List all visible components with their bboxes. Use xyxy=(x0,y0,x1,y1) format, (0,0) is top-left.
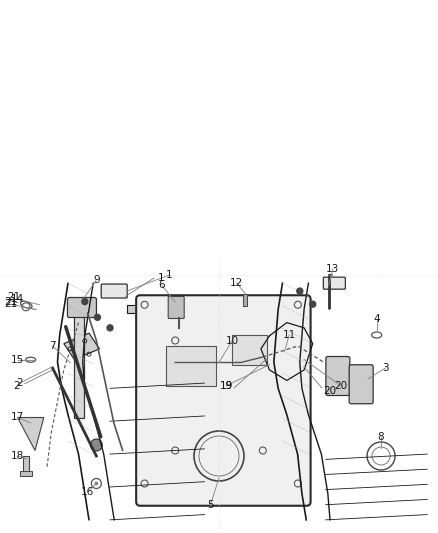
Circle shape xyxy=(95,314,100,320)
Circle shape xyxy=(310,301,316,307)
Text: 21: 21 xyxy=(7,292,21,302)
Text: 19: 19 xyxy=(220,381,233,391)
Text: 15: 15 xyxy=(11,355,24,365)
Text: 3: 3 xyxy=(382,363,389,373)
Text: 4: 4 xyxy=(373,313,380,324)
Text: 16: 16 xyxy=(81,487,94,497)
Text: 9: 9 xyxy=(93,275,100,285)
Text: 5: 5 xyxy=(207,500,214,511)
Circle shape xyxy=(297,288,303,294)
Text: 21: 21 xyxy=(5,296,18,306)
Text: 12: 12 xyxy=(230,278,243,288)
Text: 20: 20 xyxy=(323,386,336,396)
Bar xyxy=(232,335,267,365)
Text: 7: 7 xyxy=(49,341,56,351)
Text: 19: 19 xyxy=(220,381,233,391)
Text: 18: 18 xyxy=(11,451,24,461)
Circle shape xyxy=(90,439,102,451)
FancyBboxPatch shape xyxy=(101,284,127,298)
Bar xyxy=(74,313,84,418)
Circle shape xyxy=(82,298,88,304)
Text: 13: 13 xyxy=(326,264,339,274)
Polygon shape xyxy=(18,417,44,450)
Circle shape xyxy=(94,481,99,486)
Text: 17: 17 xyxy=(11,413,24,423)
Text: 8: 8 xyxy=(378,432,385,442)
Text: 21: 21 xyxy=(5,299,18,309)
FancyBboxPatch shape xyxy=(326,357,350,395)
Text: 2: 2 xyxy=(16,378,23,388)
FancyBboxPatch shape xyxy=(168,296,184,319)
Text: 1: 1 xyxy=(158,273,165,283)
Bar xyxy=(127,305,157,313)
Text: 10: 10 xyxy=(226,335,239,345)
Bar xyxy=(23,456,29,474)
FancyBboxPatch shape xyxy=(136,295,311,506)
Bar xyxy=(166,346,216,386)
Text: 11: 11 xyxy=(283,330,296,340)
FancyBboxPatch shape xyxy=(67,297,96,318)
Bar xyxy=(243,294,247,306)
Bar xyxy=(20,471,32,476)
Text: 6: 6 xyxy=(159,280,166,290)
FancyBboxPatch shape xyxy=(323,277,345,289)
Text: 2: 2 xyxy=(14,381,20,391)
Text: 1: 1 xyxy=(166,270,172,280)
FancyBboxPatch shape xyxy=(349,365,373,404)
Circle shape xyxy=(107,325,113,331)
Text: 20: 20 xyxy=(334,381,347,391)
Text: 14: 14 xyxy=(11,294,24,304)
Polygon shape xyxy=(64,333,99,359)
